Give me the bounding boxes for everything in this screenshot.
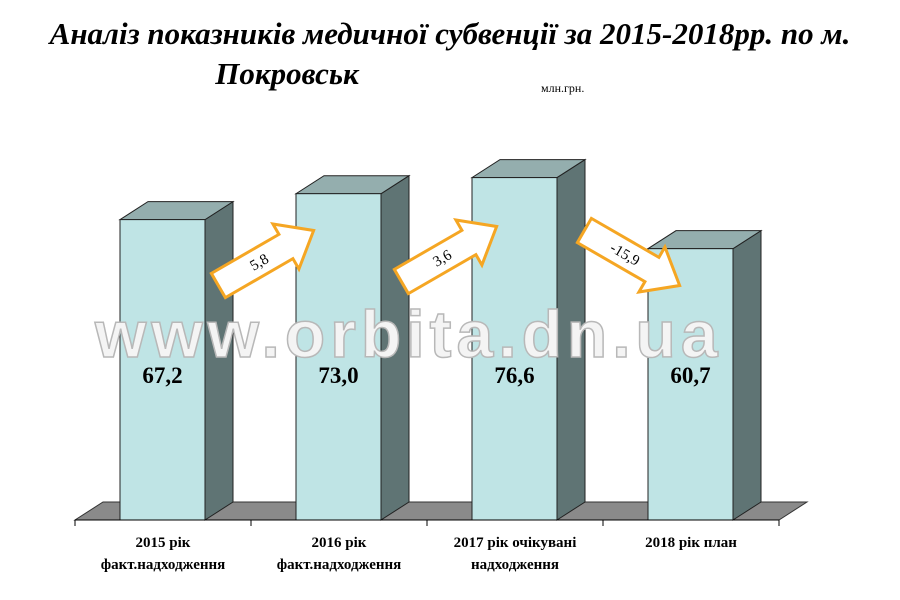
bar	[118, 200, 235, 521]
bar-value-label: 60,7	[670, 363, 710, 388]
arrow-shape	[209, 222, 316, 300]
bar-front	[119, 219, 206, 521]
bar	[646, 229, 763, 521]
unit-label: млн.грн.	[541, 81, 585, 95]
x-tick-label-line: 2017 рік очікувані	[453, 535, 577, 551]
x-tick-label-line: факт.надходження	[276, 557, 402, 573]
bar-side	[732, 229, 762, 521]
bar	[294, 174, 411, 521]
bar-side	[204, 200, 234, 521]
difference-arrow: -15,9	[575, 216, 682, 294]
x-tick-label: 2016 рік факт.надходження	[250, 532, 428, 576]
x-tick-label-line: 2016 рік	[311, 535, 367, 551]
chart-title-line2: Покровськ	[215, 56, 359, 91]
chart-title-line1: Аналіз показників медичної субвенції за …	[49, 16, 851, 51]
x-tick-label: 2015 рік факт.надходження	[74, 532, 252, 576]
x-tick-label-line: 2015 рік	[135, 535, 191, 551]
bar-front	[647, 248, 734, 521]
x-tick-label: 2018 рік план	[602, 532, 780, 576]
x-tick-label-line: факт.надходження	[100, 557, 226, 573]
bar	[470, 158, 587, 521]
arrow-shape	[575, 216, 682, 294]
bar-value-label: 73,0	[318, 363, 358, 388]
bar-value-label: 76,6	[494, 363, 534, 388]
difference-arrow: 3,6	[392, 218, 499, 296]
chart-title: Аналіз показників медичної субвенції за …	[30, 14, 870, 94]
x-tick-label-line	[602, 554, 780, 576]
x-tick-label-line: надходження	[470, 557, 560, 573]
bar-side	[556, 158, 586, 521]
bar-front	[295, 193, 382, 521]
bar-side	[380, 174, 410, 521]
arrow-shape	[392, 218, 499, 296]
difference-arrow: 5,8	[209, 222, 316, 300]
x-tick-label: 2017 рік очікувані надходження	[426, 532, 604, 576]
bar-value-label: 67,2	[142, 363, 182, 388]
x-tick-label-line: 2018 рік план	[645, 535, 737, 551]
